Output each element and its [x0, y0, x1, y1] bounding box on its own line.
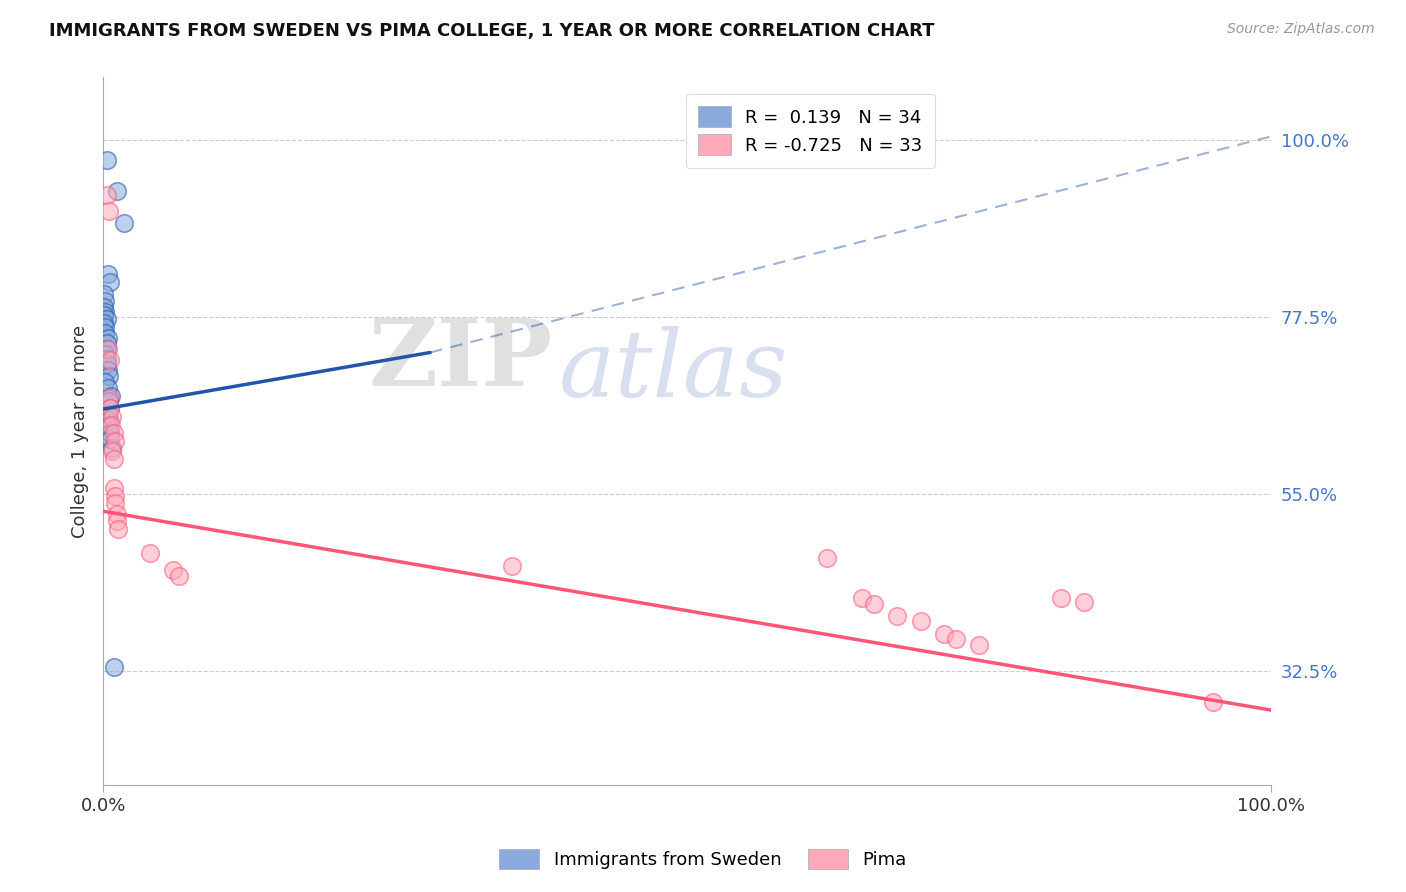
Point	[94, 320, 117, 334]
Point	[98, 425, 121, 440]
Point	[104, 489, 127, 503]
Point	[98, 394, 121, 409]
Point	[94, 347, 117, 361]
Point	[97, 331, 120, 345]
Point	[98, 369, 121, 384]
Point	[815, 551, 838, 566]
Point	[1073, 595, 1095, 609]
Point	[107, 522, 129, 536]
Text: IMMIGRANTS FROM SWEDEN VS PIMA COLLEGE, 1 YEAR OR MORE CORRELATION CHART: IMMIGRANTS FROM SWEDEN VS PIMA COLLEGE, …	[49, 22, 935, 40]
Text: atlas: atlas	[558, 326, 789, 416]
Point	[98, 204, 121, 219]
Point	[93, 300, 115, 314]
Point	[93, 286, 115, 301]
Point	[96, 153, 118, 167]
Point	[97, 267, 120, 281]
Point	[104, 434, 127, 448]
Point	[932, 627, 955, 641]
Legend: R =  0.139   N = 34, R = -0.725   N = 33: R = 0.139 N = 34, R = -0.725 N = 33	[686, 94, 935, 168]
Point	[98, 391, 121, 405]
Point	[100, 389, 122, 403]
Point	[94, 326, 117, 340]
Point	[96, 336, 118, 351]
Point	[96, 312, 118, 326]
Point	[103, 451, 125, 466]
Point	[98, 419, 121, 434]
Point	[101, 443, 124, 458]
Point	[98, 401, 121, 415]
Point	[863, 597, 886, 611]
Point	[105, 185, 128, 199]
Point	[93, 308, 115, 322]
Point	[104, 496, 127, 510]
Text: ZIP: ZIP	[368, 316, 553, 405]
Point	[96, 188, 118, 202]
Point	[97, 407, 120, 421]
Point	[96, 357, 118, 371]
Point	[96, 351, 118, 366]
Point	[105, 507, 128, 521]
Point	[101, 442, 124, 456]
Point	[103, 660, 125, 674]
Point	[94, 294, 117, 309]
Point	[167, 569, 190, 583]
Point	[97, 363, 120, 377]
Point	[97, 342, 120, 356]
Point	[910, 615, 932, 629]
Point	[103, 481, 125, 495]
Point	[945, 632, 967, 647]
Point	[98, 413, 121, 427]
Point	[93, 316, 115, 330]
Point	[103, 425, 125, 440]
Point	[1050, 591, 1073, 605]
Y-axis label: College, 1 year or more: College, 1 year or more	[72, 325, 89, 538]
Text: Source: ZipAtlas.com: Source: ZipAtlas.com	[1227, 22, 1375, 37]
Point	[98, 432, 121, 446]
Point	[98, 275, 121, 289]
Point	[100, 417, 122, 432]
Point	[94, 376, 117, 390]
Point	[97, 381, 120, 395]
Point	[886, 608, 908, 623]
Point	[98, 401, 121, 415]
Point	[501, 559, 523, 574]
Point	[162, 563, 184, 577]
Point	[112, 216, 135, 230]
Point	[96, 342, 118, 356]
Point	[94, 304, 117, 318]
Point	[967, 638, 990, 652]
Legend: Immigrants from Sweden, Pima: Immigrants from Sweden, Pima	[491, 839, 915, 879]
Point	[851, 591, 873, 605]
Point	[1202, 695, 1225, 709]
Point	[139, 546, 162, 560]
Point	[105, 515, 128, 529]
Point	[101, 409, 124, 424]
Point	[98, 353, 121, 368]
